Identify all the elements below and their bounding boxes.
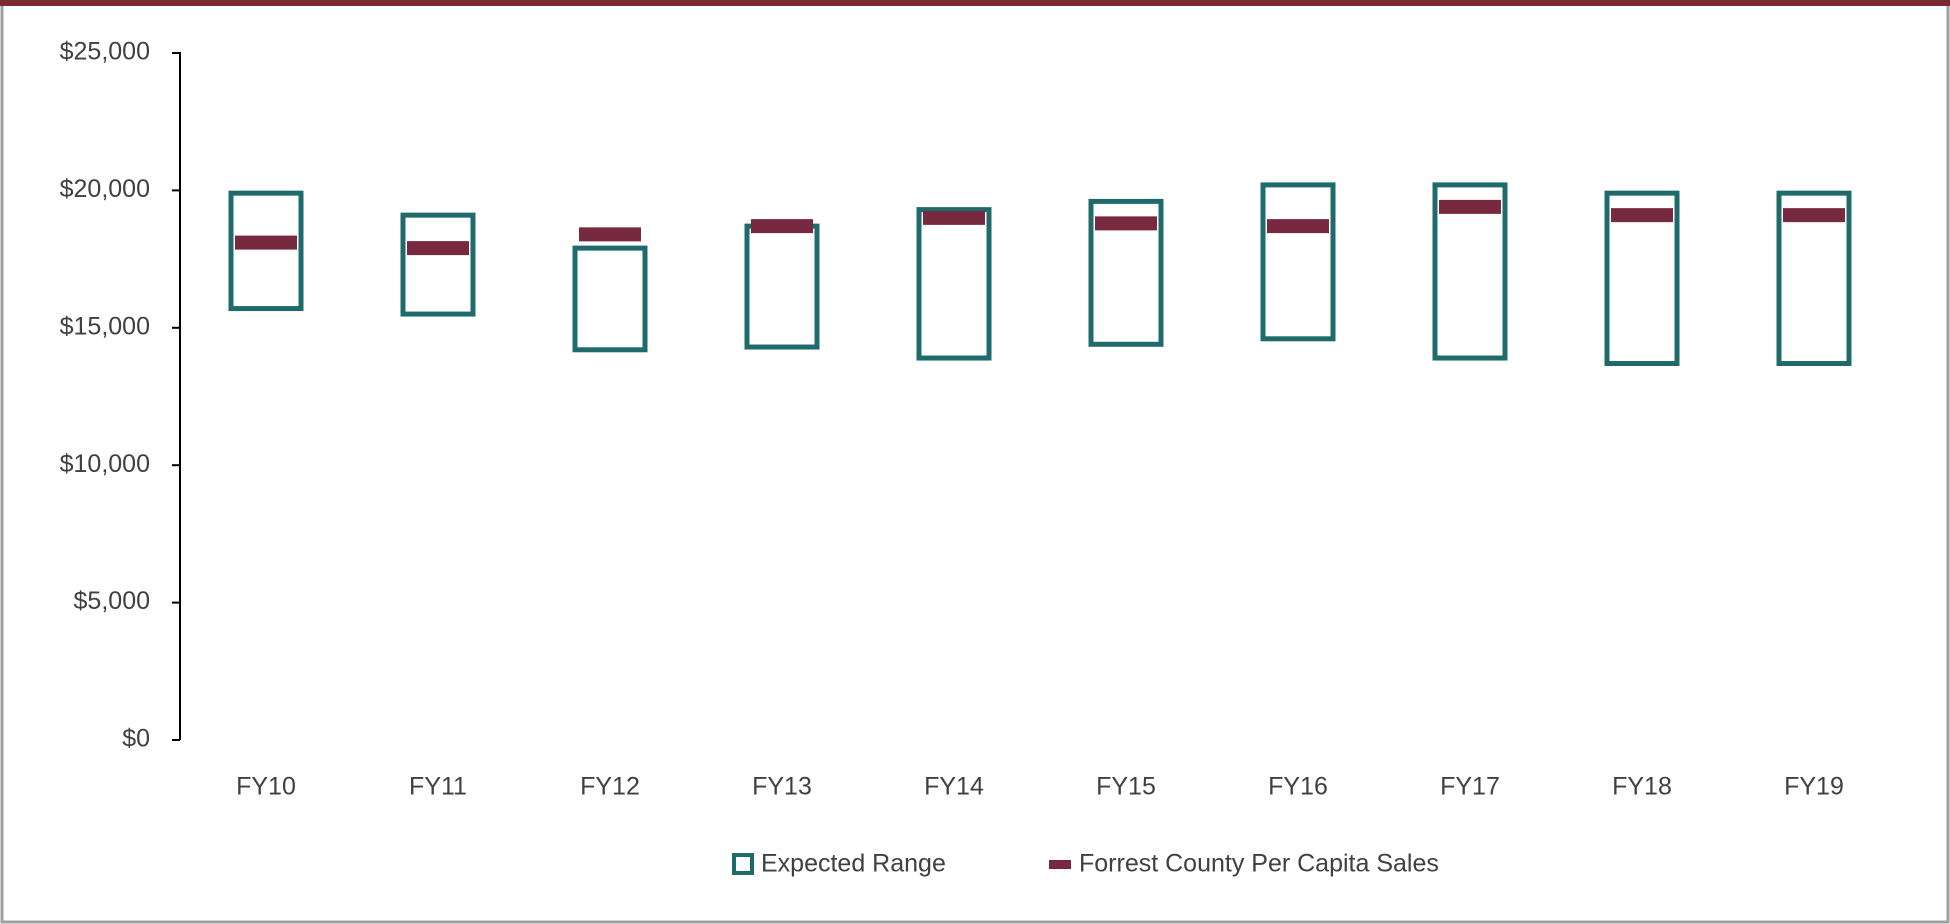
x-tick-label: FY15	[1096, 773, 1156, 801]
range-box	[1776, 190, 1852, 367]
value-marker	[1439, 199, 1501, 214]
legend-label: Forrest County Per Capita Sales	[1079, 850, 1439, 878]
value-marker	[235, 235, 297, 250]
range-box	[1432, 182, 1508, 361]
x-tick-label: FY17	[1440, 773, 1500, 801]
x-tick-label: FY11	[409, 773, 467, 801]
y-tick-label: $15,000	[60, 312, 150, 340]
value-marker	[1783, 208, 1845, 223]
value-marker	[1095, 216, 1157, 231]
y-tick-label: $20,000	[60, 175, 150, 203]
range-box	[1260, 182, 1336, 342]
value-marker	[407, 241, 469, 256]
y-tick-label: $10,000	[60, 450, 150, 478]
range-box	[1604, 190, 1680, 367]
range-box	[916, 207, 992, 361]
value-marker	[751, 219, 813, 234]
value-marker	[1611, 208, 1673, 223]
legend-label: Expected Range	[761, 850, 946, 878]
range-box	[572, 245, 648, 353]
legend-swatch	[732, 853, 754, 875]
x-tick-label: FY16	[1268, 773, 1328, 801]
value-marker	[923, 210, 985, 225]
value-marker	[579, 227, 641, 242]
top-border	[0, 0, 1950, 6]
x-tick-label: FY19	[1784, 773, 1844, 801]
legend-swatch	[1049, 860, 1071, 869]
x-tick-label: FY10	[236, 773, 296, 801]
range-box	[228, 190, 304, 312]
range-box	[1088, 198, 1164, 347]
x-tick-label: FY12	[580, 773, 640, 801]
x-tick-label: FY18	[1612, 773, 1672, 801]
y-tick-label: $25,000	[60, 38, 150, 66]
y-tick-label: $0	[122, 725, 150, 753]
range-box	[400, 212, 476, 317]
value-marker	[1267, 219, 1329, 234]
x-tick-label: FY13	[752, 773, 812, 801]
range-box	[744, 223, 820, 350]
y-tick-label: $5,000	[74, 587, 150, 615]
x-tick-label: FY14	[924, 773, 984, 801]
